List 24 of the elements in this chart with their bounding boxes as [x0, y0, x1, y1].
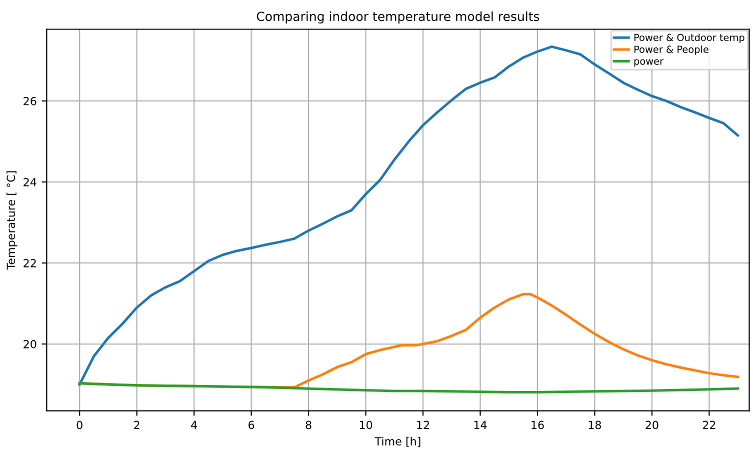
x-axis-title: Time [h] [374, 436, 420, 447]
legend-label: Power & Outdoor temp [634, 34, 744, 44]
x-tick-label: 18 [588, 420, 602, 430]
x-tick-label: 20 [646, 420, 658, 430]
chart-title: Comparing indoor temperature model results [256, 11, 540, 24]
y-tick-label: 24 [24, 178, 36, 186]
y-tick-label: 22 [24, 258, 36, 268]
x-tick-label: 10 [360, 420, 372, 430]
y-tick-label: 20 [24, 340, 36, 348]
x-tick-label: 0 [76, 420, 82, 430]
x-tick-label: 14 [474, 420, 487, 430]
x-tick-label: 22 [702, 420, 716, 430]
x-tick-label: 6 [248, 420, 254, 430]
x-tick-label: 8 [306, 420, 312, 430]
line-series [78, 45, 740, 386]
x-tick-label: 16 [532, 420, 544, 430]
x-tick-label: 2 [134, 420, 140, 430]
line-series [78, 382, 740, 394]
legend-label: Power & People [634, 45, 708, 55]
y-tick-label: 26 [24, 96, 36, 106]
x-tick-label: 4 [191, 420, 197, 430]
y-axis-title: Temperature [ °C] [6, 171, 18, 270]
legend-label: power [634, 59, 664, 67]
x-tick-label: 12 [417, 420, 429, 430]
